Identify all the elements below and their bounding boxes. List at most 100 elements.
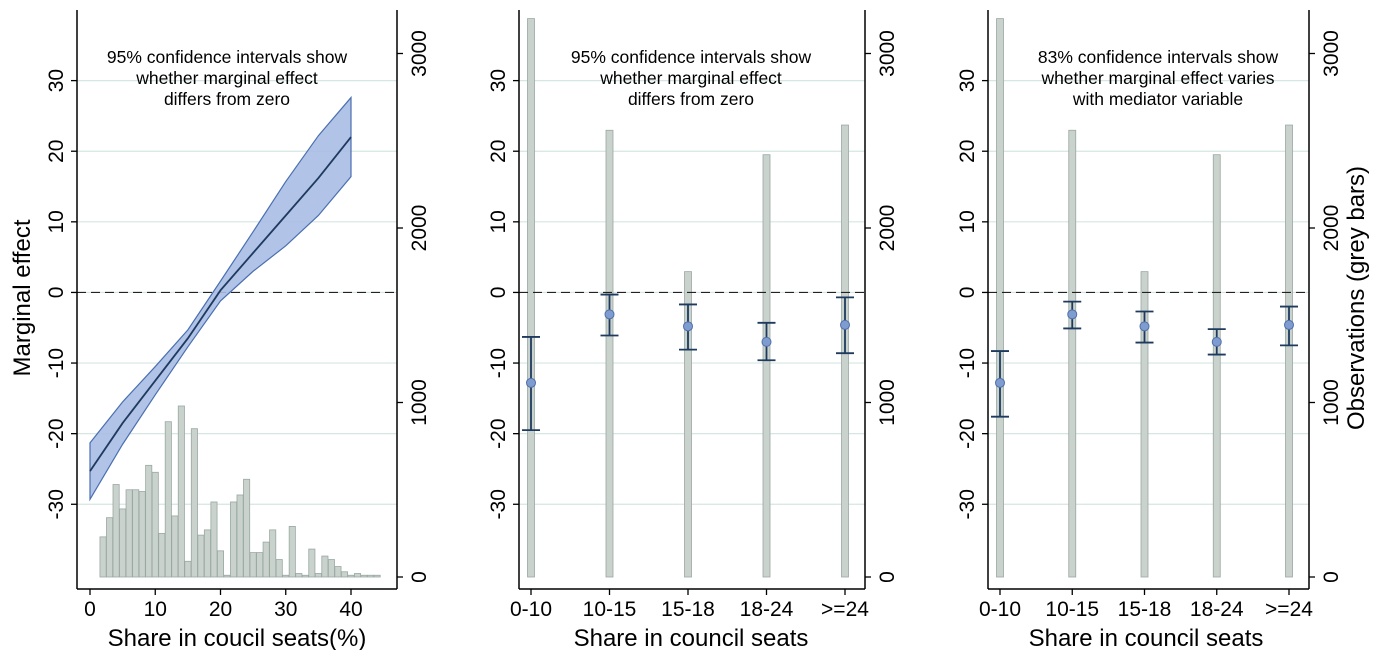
x-tick-label: 10-15 (583, 598, 637, 621)
annotation-line: whether marginal effect (599, 68, 782, 88)
x-tick-label: 18-24 (740, 598, 794, 621)
observation-bar (1212, 154, 1221, 578)
panel-right: -30 -20 -10 0 10 20 30 0 1000 2000 3000 0-10 10-15 15… (956, 10, 1370, 650)
y2-tick-label: 0 (408, 571, 431, 583)
histogram-bar (334, 566, 342, 578)
x-tick-label: 18-24 (1190, 598, 1244, 621)
y-tick-label: -10 (956, 348, 979, 378)
observation-bar (1068, 129, 1077, 578)
y2-tick-label: 3000 (408, 30, 431, 77)
histogram-bar (288, 525, 296, 578)
estimate-point (1067, 309, 1078, 320)
estimate-point (761, 336, 772, 347)
estimate-point (604, 309, 615, 320)
annotation-line: 95% confidence intervals show (107, 47, 348, 67)
y2-tick-label: 2000 (876, 205, 899, 252)
histogram-bar (106, 517, 114, 578)
y2-tick-label: 0 (876, 571, 899, 583)
y-tick-label: -30 (487, 489, 510, 519)
y-tick-label: 10 (45, 210, 68, 233)
y-axis-label: Marginal effect (9, 219, 36, 376)
histogram-bar (360, 574, 368, 578)
histogram-bar (367, 574, 375, 578)
y2-tick-label: 0 (1320, 571, 1343, 583)
estimate-point (683, 321, 693, 332)
histogram-bar (314, 573, 322, 578)
y-tick-label: 20 (487, 140, 510, 163)
histogram-bar (177, 405, 185, 578)
y-tick-label: -20 (956, 418, 979, 448)
x-tick-label: 10-15 (1045, 598, 1099, 621)
histogram-bar (216, 550, 224, 578)
y-tick-label: -30 (956, 489, 979, 519)
estimate-point (1211, 336, 1222, 347)
histogram-bar (184, 560, 192, 578)
histogram-bar (249, 552, 257, 578)
estimate-point (1139, 321, 1150, 332)
y2-tick-label: 1000 (876, 379, 899, 426)
histogram-bar (138, 491, 146, 578)
histogram-bar (327, 559, 335, 578)
y-tick-label: 30 (487, 69, 510, 92)
observation-bar (762, 154, 771, 578)
observation-bar (996, 18, 1004, 578)
y-tick-label: 0 (487, 287, 510, 299)
histogram-bar (203, 529, 211, 578)
histogram-bar (301, 574, 309, 578)
annotation-line: 95% confidence intervals show (571, 47, 812, 67)
x-tick-label: 0 (84, 598, 96, 621)
y-tick-label: -20 (45, 418, 68, 448)
histogram-bar (256, 552, 264, 578)
histogram-bar (321, 555, 329, 578)
histogram-bar (190, 428, 198, 578)
y-tick-label: 30 (956, 69, 979, 92)
histogram-bar (275, 559, 283, 578)
annotation-line: differs from zero (628, 89, 754, 109)
histogram-bar (282, 574, 290, 578)
histogram-bar (132, 489, 140, 578)
histogram-bar (308, 548, 316, 578)
y-tick-label: 10 (487, 210, 510, 233)
histogram-bar (262, 541, 270, 578)
y2-tick-label: 3000 (1320, 30, 1343, 77)
annotation-line: with mediator variable (1072, 89, 1243, 109)
marginal-effect-line (89, 136, 352, 472)
y-tick-label: 0 (45, 287, 68, 299)
histogram-bar (164, 421, 172, 578)
y2-tick-label: 2000 (408, 205, 431, 252)
histogram-bar (347, 574, 355, 578)
observation-bar (527, 18, 535, 578)
confidence-band (89, 95, 352, 502)
x-tick-label: 20 (209, 598, 232, 621)
x-tick-label: 0-10 (510, 598, 552, 621)
annotation-line: whether marginal effect varies (1040, 68, 1274, 88)
panel-middle: -30 -20 -10 0 10 20 30 0 1000 2000 3000 0-10 10-15 15… (487, 10, 899, 650)
observation-bar (1285, 124, 1293, 578)
y2-axis-label: Observations (grey bars) (1343, 166, 1370, 430)
x-tick-label: 15-18 (661, 598, 715, 621)
y2-tick-label: 3000 (876, 30, 899, 77)
histogram-bar (373, 574, 381, 578)
histogram-bar (354, 573, 362, 578)
estimate-point (1284, 319, 1294, 330)
histogram-bar (171, 515, 179, 578)
y-tick-label: 0 (956, 287, 979, 299)
observation-bar (1140, 271, 1149, 578)
histogram-bar (158, 532, 166, 578)
y-tick-label: 20 (956, 140, 979, 163)
y-tick-label: -20 (487, 418, 510, 448)
estimate-point (840, 319, 850, 330)
estimate-point (526, 377, 536, 388)
x-tick-label: >=24 (821, 598, 869, 621)
histogram-bar (243, 478, 251, 578)
observation-bar (684, 271, 692, 578)
estimate-point (995, 377, 1005, 388)
y2-tick-label: 1000 (408, 379, 431, 426)
x-axis-label: Share in council seats (1029, 625, 1264, 650)
histogram-bar (223, 574, 231, 578)
observation-bar (605, 129, 614, 578)
x-tick-label: 10 (144, 598, 167, 621)
y-tick-label: -10 (487, 348, 510, 378)
histogram-bar (236, 494, 244, 578)
histogram-bar (210, 501, 218, 578)
